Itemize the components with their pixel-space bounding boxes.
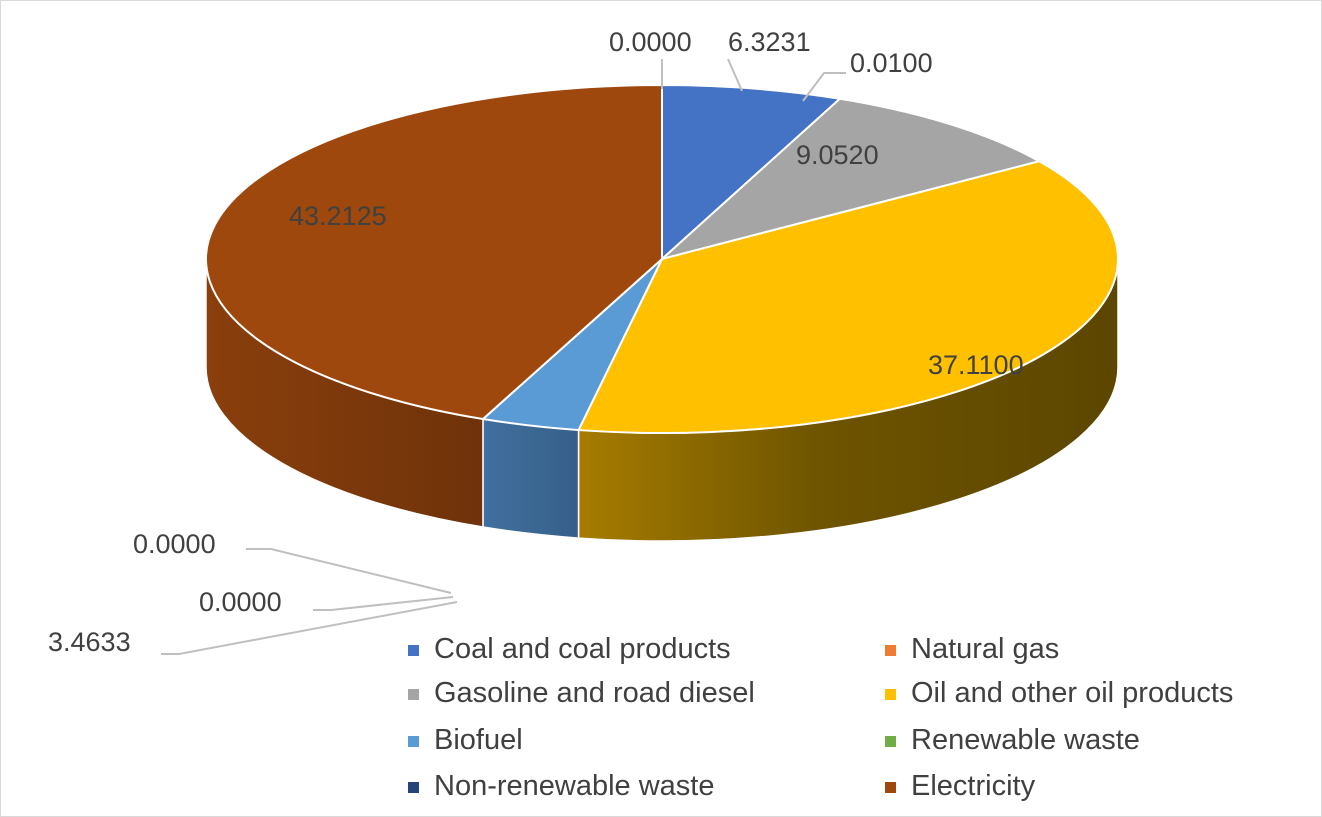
legend-label-natural-gas: Natural gas bbox=[911, 633, 1059, 665]
pie-slice-electricity bbox=[205, 83, 663, 421]
data-label-electricity: 43.2125 bbox=[289, 201, 387, 231]
legend-label-oil-and-other-oil-products: Oil and other oil products bbox=[911, 677, 1233, 709]
legend-swatch-renewable-waste bbox=[885, 736, 896, 747]
legend-swatch-coal-and-coal-products bbox=[408, 645, 419, 656]
data-label-gasoline: 9.0520 bbox=[796, 140, 879, 170]
legend-label-electricity: Electricity bbox=[911, 770, 1036, 802]
legend-label-gasoline-and-road-diesel: Gasoline and road diesel bbox=[434, 677, 755, 709]
legend-swatch-oil-and-other-oil-products bbox=[885, 689, 896, 700]
data-labels: 0.0000 6.3231 0.0100 9.0520 37.1100 43.2125 0.… bbox=[48, 27, 1024, 657]
legend-swatch-non-renewable-waste bbox=[408, 782, 419, 793]
data-label-non-renewable-waste: 0.0000 bbox=[133, 529, 216, 559]
legend-label-non-renewable-waste: Non-renewable waste bbox=[434, 770, 714, 802]
legend: Coal and coal products Natural gas Gasolin… bbox=[408, 633, 1233, 802]
leader-coal bbox=[727, 58, 743, 92]
pie-slices bbox=[205, 83, 1119, 434]
legend-swatch-gasoline-and-road-diesel bbox=[408, 689, 419, 700]
data-label-coal: 6.3231 bbox=[728, 27, 811, 57]
leader-biofuel bbox=[161, 601, 458, 655]
pie-slice-coal-and-coal-products bbox=[661, 83, 843, 262]
data-label-natural-gas: 0.0000 bbox=[609, 27, 692, 57]
pie-slice-gasoline-and-road-diesel bbox=[661, 97, 1042, 260]
data-label-oil: 37.1100 bbox=[928, 350, 1024, 380]
legend-swatch-biofuel bbox=[408, 736, 419, 747]
legend-swatch-natural-gas bbox=[885, 645, 896, 656]
data-label-biofuel: 3.4633 bbox=[48, 627, 131, 657]
legend-label-renewable-waste: Renewable waste bbox=[911, 724, 1140, 756]
pie-side-biofuel bbox=[482, 418, 580, 539]
legend-label-biofuel: Biofuel bbox=[434, 724, 523, 756]
pie-slice-oil-and-other-oil-products bbox=[576, 160, 1119, 434]
legend-label-coal-and-coal-products: Coal and coal products bbox=[434, 633, 731, 665]
data-label-renewable-waste: 0.0000 bbox=[199, 587, 282, 617]
leader-renewable-waste bbox=[313, 596, 454, 611]
leader-non-renewable-waste bbox=[246, 548, 452, 594]
data-label-extra: 0.0100 bbox=[850, 48, 933, 78]
leader-extra bbox=[802, 72, 846, 102]
legend-swatch-electricity bbox=[885, 782, 896, 793]
leader-lines bbox=[161, 58, 846, 655]
